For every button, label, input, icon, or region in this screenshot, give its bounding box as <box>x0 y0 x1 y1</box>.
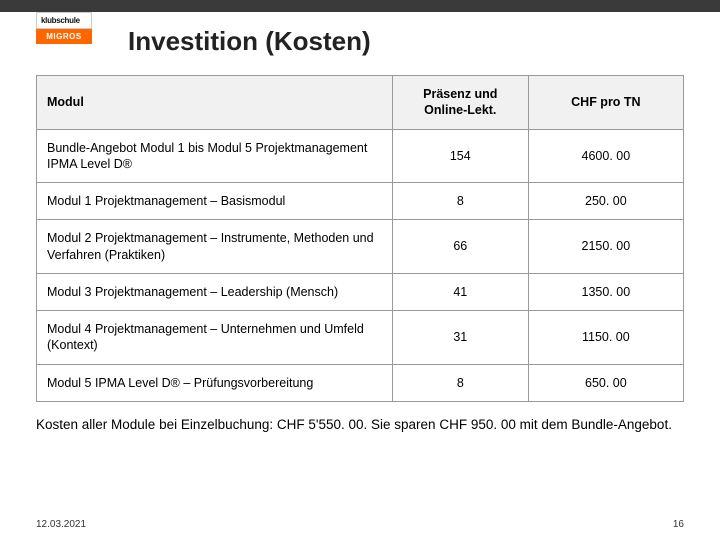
col-header-lekt: Präsenz und Online-Lekt. <box>392 76 528 130</box>
cell-modul: Modul 4 Projektmanagement – Unternehmen … <box>37 311 393 365</box>
cell-modul: Modul 1 Projektmanagement – Basismodul <box>37 183 393 220</box>
footnote-text: Kosten aller Module bei Einzelbuchung: C… <box>36 402 684 434</box>
table-row: Modul 5 IPMA Level D® – Prüfungsvorberei… <box>37 364 684 401</box>
cost-table: Modul Präsenz und Online-Lekt. CHF pro T… <box>36 75 684 402</box>
cell-chf: 1350. 00 <box>528 273 683 310</box>
cell-modul: Bundle-Angebot Modul 1 bis Modul 5 Proje… <box>37 129 393 183</box>
cell-chf: 4600. 00 <box>528 129 683 183</box>
cell-chf: 1150. 00 <box>528 311 683 365</box>
slide-page: klubschule MIGROS Investition (Kosten) M… <box>0 12 720 540</box>
col-header-modul: Modul <box>37 76 393 130</box>
cell-lekt: 8 <box>392 364 528 401</box>
table-row: Modul 1 Projektmanagement – Basismodul 8… <box>37 183 684 220</box>
footer-page-number: 16 <box>673 519 684 530</box>
cell-lekt: 66 <box>392 220 528 274</box>
table-row: Bundle-Angebot Modul 1 bis Modul 5 Proje… <box>37 129 684 183</box>
cell-lekt: 41 <box>392 273 528 310</box>
table-row: Modul 4 Projektmanagement – Unternehmen … <box>37 311 684 365</box>
cell-chf: 250. 00 <box>528 183 683 220</box>
col-header-chf: CHF pro TN <box>528 76 683 130</box>
cell-chf: 2150. 00 <box>528 220 683 274</box>
table-header-row: Modul Präsenz und Online-Lekt. CHF pro T… <box>37 76 684 130</box>
logo: klubschule MIGROS <box>36 12 92 44</box>
cell-modul: Modul 5 IPMA Level D® – Prüfungsvorberei… <box>37 364 393 401</box>
cell-chf: 650. 00 <box>528 364 683 401</box>
cell-lekt: 154 <box>392 129 528 183</box>
cell-lekt: 31 <box>392 311 528 365</box>
top-bar <box>0 0 720 12</box>
footer-date: 12.03.2021 <box>36 519 86 530</box>
table-row: Modul 3 Projektmanagement – Leadership (… <box>37 273 684 310</box>
cell-lekt: 8 <box>392 183 528 220</box>
logo-top-text: klubschule <box>36 12 92 29</box>
logo-bottom-text: MIGROS <box>36 29 92 44</box>
page-title: Investition (Kosten) <box>36 12 684 75</box>
cell-modul: Modul 3 Projektmanagement – Leadership (… <box>37 273 393 310</box>
table-row: Modul 2 Projektmanagement – Instrumente,… <box>37 220 684 274</box>
cell-modul: Modul 2 Projektmanagement – Instrumente,… <box>37 220 393 274</box>
